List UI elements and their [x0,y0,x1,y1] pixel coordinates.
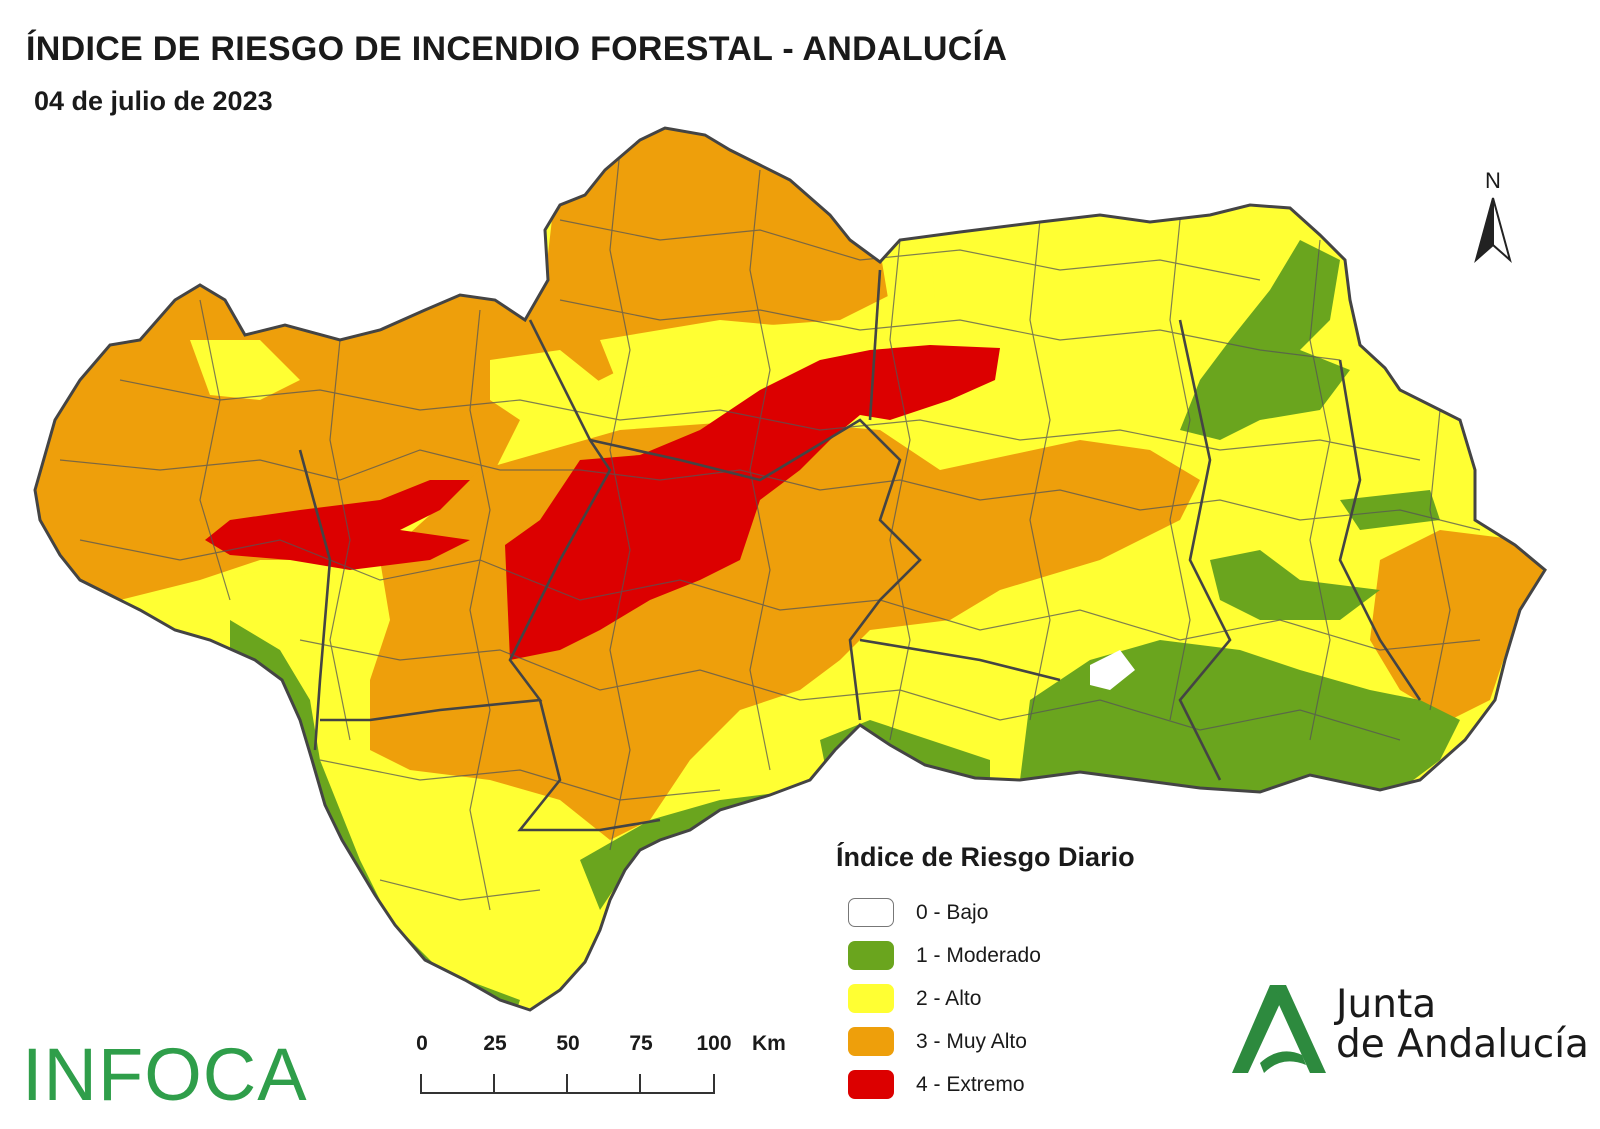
scale-tick [493,1074,495,1094]
scale-tick-label: 50 [556,1032,580,1055]
legend-label: 3 - Muy Alto [916,1029,1027,1053]
legend-swatch-muy-alto [848,1027,894,1056]
junta-line-1: Junta [1336,982,1437,1027]
north-arrow: N [1474,168,1525,268]
legend-item: 2 - Alto [836,977,1216,1020]
legend-swatch-moderado [848,941,894,970]
junta-mark-icon [1232,985,1326,1073]
legend-label: 1 - Moderado [916,943,1041,967]
scale-tick [420,1074,422,1094]
north-arrow-icon [1474,197,1512,263]
legend-label: 0 - Bajo [916,900,989,924]
junta-text: Junta de Andalucía [1336,985,1589,1065]
scale-tick-label: 75 [629,1032,653,1055]
junta-line-2: de Andalucía [1336,1022,1589,1067]
scale-tick [566,1074,568,1094]
scale-tick [713,1074,715,1094]
scale-tick [639,1074,641,1094]
legend-item: 3 - Muy Alto [836,1020,1216,1063]
scale-tick-label: 0 [416,1032,428,1055]
legend-swatch-alto [848,984,894,1013]
scale-bar: 0 25 50 75 100 Km [416,1032,800,1102]
scale-tick-label: 25 [483,1032,507,1055]
legend-label: 4 - Extremo [916,1072,1025,1096]
legend-label: 2 - Alto [916,986,982,1010]
scale-unit: Km [752,1032,786,1055]
legend-swatch-extremo [848,1070,894,1099]
legend-item: 4 - Extremo [836,1063,1216,1106]
legend-title: Índice de Riesgo Diario [836,842,1135,872]
legend-item: 1 - Moderado [836,934,1216,977]
map-date: 04 de julio de 2023 [34,86,273,116]
legend-swatch-bajo [848,898,894,927]
north-label: N [1485,168,1501,193]
map-title: ÍNDICE DE RIESGO DE INCENDIO FORESTAL - … [26,30,1008,68]
scale-tick-label: 100 [696,1032,732,1055]
legend-item: 0 - Bajo [836,891,1216,934]
junta-de-andalucia-logo: Junta de Andalucía [1230,985,1589,1085]
legend: Índice de Riesgo Diario 0 - Bajo 1 - Mod… [836,842,1216,1106]
infoca-logo: INFOCA [22,1033,308,1116]
